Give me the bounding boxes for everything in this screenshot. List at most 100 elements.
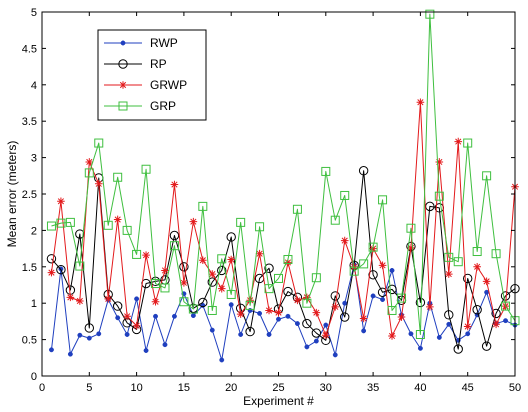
data-point-grp bbox=[188, 304, 198, 314]
data-point-grp bbox=[198, 201, 208, 211]
data-point-rwp bbox=[304, 344, 310, 350]
legend-marker-grp bbox=[118, 101, 128, 111]
data-point-grwp bbox=[255, 249, 264, 258]
series-line-rwp bbox=[50, 264, 516, 361]
data-point-grp bbox=[84, 168, 94, 178]
legend-label-rp: RP bbox=[150, 57, 167, 71]
data-point-grp bbox=[396, 293, 406, 303]
legend-marker-rwp bbox=[120, 40, 126, 46]
data-point-rwp bbox=[446, 321, 452, 327]
data-point-rwp bbox=[96, 331, 102, 337]
data-point-grwp bbox=[142, 251, 150, 259]
data-point-rwp bbox=[49, 347, 54, 353]
data-point-rp bbox=[56, 265, 66, 275]
data-point-rwp bbox=[124, 332, 130, 337]
data-point-rp bbox=[453, 344, 463, 354]
data-point-grwp bbox=[378, 261, 387, 270]
data-point-grwp bbox=[416, 98, 425, 107]
y-tick-label: 0 bbox=[31, 371, 37, 383]
data-point-grp bbox=[283, 255, 293, 265]
data-point-rwp bbox=[238, 332, 244, 337]
data-point-grwp bbox=[454, 137, 463, 146]
x-tick-label: 5 bbox=[86, 382, 92, 394]
data-point-grwp bbox=[57, 197, 65, 206]
series-layer bbox=[46, 9, 520, 363]
x-tick-label: 40 bbox=[414, 382, 426, 394]
legend-label-grp: GRP bbox=[150, 99, 176, 113]
data-point-grp bbox=[368, 242, 378, 252]
series-grwp bbox=[47, 98, 519, 340]
legend-label-rwp: RWP bbox=[150, 36, 178, 50]
series-line-rp bbox=[51, 170, 516, 350]
y-tick-label: 2.5 bbox=[22, 189, 37, 201]
data-point-grwp bbox=[322, 331, 330, 340]
y-tick-label: 3 bbox=[31, 153, 37, 165]
data-point-rp bbox=[302, 318, 312, 329]
data-point-grwp bbox=[123, 312, 131, 321]
data-point-grwp bbox=[312, 308, 321, 317]
data-point-grp bbox=[491, 249, 501, 259]
data-point-grwp bbox=[161, 266, 169, 275]
x-tick-label: 20 bbox=[225, 382, 237, 394]
data-point-rp bbox=[377, 287, 388, 297]
data-point-grp bbox=[406, 223, 416, 233]
legend-item-grp: GRP bbox=[104, 99, 176, 113]
data-point-grp bbox=[113, 172, 123, 182]
data-point-grwp bbox=[482, 277, 491, 286]
data-point-grwp bbox=[388, 332, 396, 340]
series-grp bbox=[46, 9, 520, 340]
data-point-grp bbox=[151, 279, 161, 289]
data-point-rp bbox=[481, 341, 492, 351]
data-point-grp bbox=[169, 241, 179, 251]
data-point-grp bbox=[132, 249, 142, 259]
data-point-rwp bbox=[86, 335, 92, 341]
data-point-rwp bbox=[389, 267, 395, 273]
data-point-grwp bbox=[284, 258, 292, 267]
y-tick-label: 2 bbox=[31, 225, 37, 237]
data-point-grwp bbox=[199, 256, 207, 265]
data-point-grwp bbox=[227, 255, 235, 264]
data-point-grp bbox=[292, 204, 302, 214]
y-tick-label: 4 bbox=[31, 80, 37, 92]
data-point-rp bbox=[387, 284, 397, 295]
data-point-rp bbox=[217, 265, 227, 276]
data-point-rwp bbox=[503, 318, 508, 324]
data-point-rwp bbox=[294, 321, 300, 327]
data-point-grwp bbox=[104, 295, 113, 303]
legend-item-rp: RP bbox=[104, 57, 167, 71]
data-point-rwp bbox=[209, 327, 215, 333]
data-point-grwp bbox=[236, 310, 245, 318]
data-point-rp bbox=[226, 232, 236, 242]
data-point-rp bbox=[330, 291, 340, 301]
x-tick-label: 25 bbox=[272, 382, 284, 394]
data-point-grp bbox=[302, 298, 312, 308]
data-point-rp bbox=[179, 262, 189, 272]
data-point-grp bbox=[482, 171, 492, 181]
data-point-grwp bbox=[66, 293, 75, 302]
data-point-grwp bbox=[76, 297, 84, 305]
data-point-rwp bbox=[332, 352, 338, 358]
data-point-grp bbox=[444, 252, 454, 262]
data-point-rwp bbox=[219, 357, 225, 363]
data-point-rwp bbox=[484, 289, 490, 295]
data-point-grwp bbox=[397, 313, 406, 321]
x-tick-label: 30 bbox=[320, 382, 332, 394]
data-point-rp bbox=[198, 297, 208, 308]
data-point-grp bbox=[340, 190, 350, 200]
data-point-rwp bbox=[190, 313, 196, 319]
data-point-grwp bbox=[246, 296, 254, 305]
data-point-rwp bbox=[408, 331, 414, 337]
data-point-grp bbox=[75, 261, 85, 271]
data-point-rwp bbox=[257, 310, 263, 316]
data-point-grwp bbox=[170, 180, 179, 189]
data-point-rp bbox=[358, 166, 369, 176]
legend-item-rwp: RWP bbox=[104, 36, 178, 50]
data-point-rwp bbox=[436, 334, 442, 340]
data-point-rwp bbox=[313, 338, 319, 344]
y-tick-label: 5 bbox=[31, 7, 37, 19]
data-point-grwp bbox=[265, 306, 273, 315]
x-tick-label: 15 bbox=[178, 382, 190, 394]
x-axis-label: Experiment # bbox=[243, 394, 314, 408]
data-point-grwp bbox=[492, 320, 500, 329]
legend-label-grwp: GRWP bbox=[150, 78, 187, 92]
